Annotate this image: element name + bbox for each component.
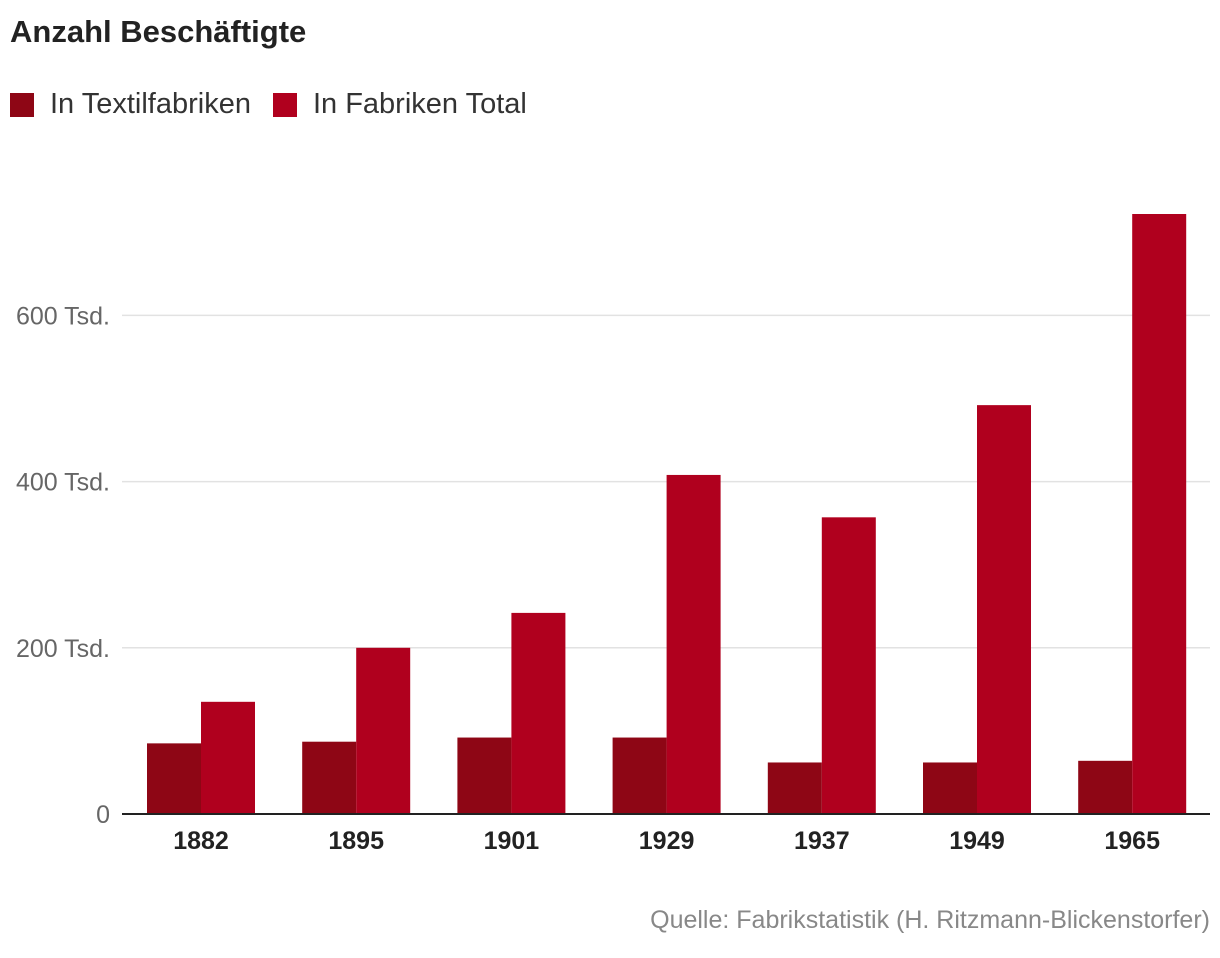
y-tick-label: 400 Tsd. [16, 469, 110, 497]
chart-title: Anzahl Beschäftigte [10, 14, 307, 49]
bar-textilfabriken [923, 762, 977, 814]
x-tick-label: 1929 [639, 827, 695, 855]
bar-textilfabriken [767, 762, 822, 814]
bar-textilfabriken [1078, 760, 1133, 814]
y-tick-label: 200 Tsd. [16, 635, 110, 663]
legend-item-textilfabriken: In Textilfabriken [10, 88, 251, 121]
legend-swatch-textilfabriken [10, 92, 34, 117]
x-tick-label: 1882 [173, 827, 229, 855]
bar-textilfabriken [302, 741, 357, 814]
legend-swatch-fabriken-total [272, 92, 297, 117]
x-tick-label: 1937 [794, 827, 850, 855]
legend-label-fabriken-total: In Fabriken Total [312, 88, 527, 120]
y-tick-label: 600 Tsd. [16, 302, 110, 330]
x-tick-label: 1949 [949, 827, 1005, 855]
legend: In Textilfabriken In Fabriken Total [10, 88, 549, 121]
bar-textilfabriken [147, 743, 201, 814]
legend-label-textilfabriken: In Textilfabriken [50, 88, 251, 120]
bar-textilfabriken [457, 737, 512, 814]
legend-item-fabriken-total: In Fabriken Total [272, 88, 527, 121]
bar-textilfabriken [612, 737, 667, 814]
bar-fabriken-total [1132, 214, 1187, 814]
x-tick-label: 1901 [484, 827, 540, 855]
x-tick-label: 1895 [328, 827, 384, 855]
bar-fabriken-total [666, 474, 721, 814]
bar-fabriken-total [356, 647, 411, 814]
bar-fabriken-total [821, 517, 876, 814]
y-tick-label: 0 [96, 801, 110, 829]
bar-fabriken-total [511, 612, 566, 814]
source-note: Quelle: Fabrikstatistik (H. Ritzmann-Bli… [650, 906, 1210, 934]
bar-fabriken-total [977, 405, 1031, 814]
bar-fabriken-total [201, 701, 255, 814]
x-tick-label: 1965 [1104, 827, 1160, 855]
